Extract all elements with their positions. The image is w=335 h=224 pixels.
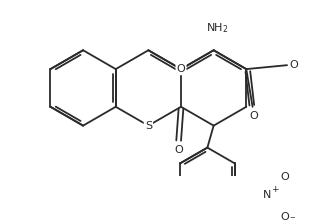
Text: O: O <box>280 212 289 222</box>
Text: O: O <box>250 111 259 121</box>
Text: O: O <box>289 60 298 70</box>
Text: S: S <box>145 121 152 131</box>
Text: $^-$: $^-$ <box>288 215 296 224</box>
Text: O: O <box>174 145 183 155</box>
Text: +: + <box>271 185 278 194</box>
Text: NH$_2$: NH$_2$ <box>205 21 228 35</box>
Text: O: O <box>280 172 289 183</box>
Text: O: O <box>177 64 185 74</box>
Text: N: N <box>263 190 272 200</box>
